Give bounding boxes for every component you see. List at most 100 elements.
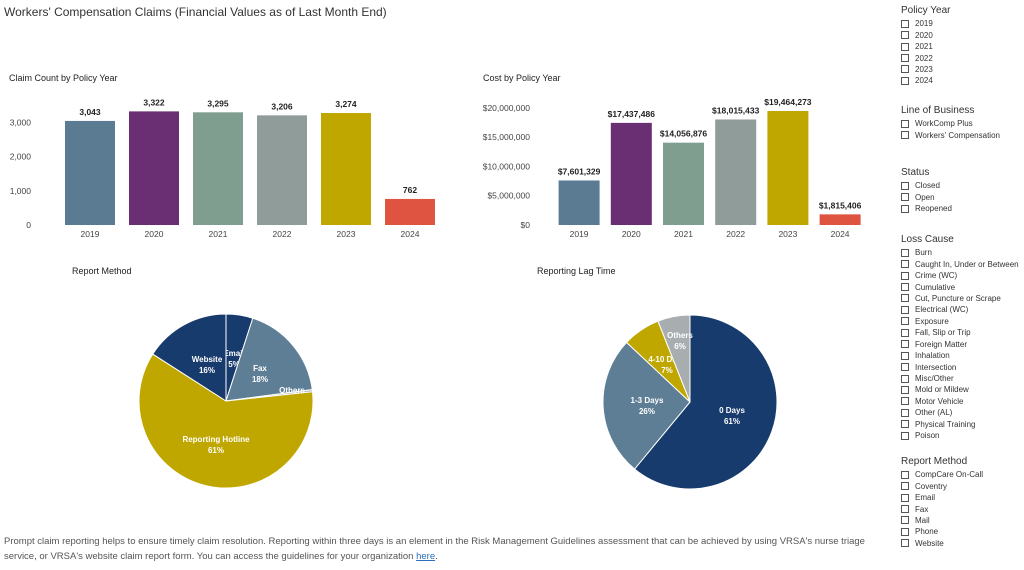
slicer-report-method: Report Method CompCare On-Call Coventry Ema… bbox=[901, 455, 983, 549]
checkbox-icon[interactable] bbox=[901, 340, 909, 349]
slicer-option[interactable]: Coventry bbox=[901, 480, 983, 491]
footnote: Prompt claim reporting helps to ensure t… bbox=[4, 534, 884, 564]
pie-label: Others 6% bbox=[667, 331, 693, 351]
checkbox-icon[interactable] bbox=[901, 119, 909, 128]
checkbox-icon[interactable] bbox=[901, 305, 909, 314]
slicer-option[interactable]: Reopened bbox=[901, 203, 952, 214]
bar-2022[interactable] bbox=[257, 115, 307, 225]
slicer-option[interactable]: Intersection bbox=[901, 361, 1019, 372]
slicer-option-label: Reopened bbox=[915, 204, 952, 214]
slicer-option[interactable]: WorkComp Plus bbox=[901, 118, 1000, 129]
checkbox-icon[interactable] bbox=[901, 283, 909, 292]
slicer-option[interactable]: Misc/Other bbox=[901, 373, 1019, 384]
pie-slice-0-days[interactable] bbox=[633, 314, 778, 490]
checkbox-icon[interactable] bbox=[901, 385, 909, 394]
slicer-option[interactable]: Physical Training bbox=[901, 419, 1019, 430]
bar-2019[interactable] bbox=[558, 180, 600, 225]
slicer-option[interactable]: Workers' Compensation bbox=[901, 129, 1000, 140]
slicer-option[interactable]: Fall, Slip or Trip bbox=[901, 327, 1019, 338]
slicer-option[interactable]: Mold or Mildew bbox=[901, 384, 1019, 395]
bar-2021[interactable] bbox=[193, 112, 243, 225]
checkbox-icon[interactable] bbox=[901, 31, 909, 40]
slicer-option-label: 2019 bbox=[915, 19, 933, 29]
pie-slice-1-3-days[interactable] bbox=[602, 341, 691, 470]
bar-2019[interactable] bbox=[65, 120, 115, 225]
checkbox-icon[interactable] bbox=[901, 493, 909, 502]
slicer-option[interactable]: Email bbox=[901, 492, 983, 503]
bar-2021[interactable] bbox=[663, 142, 704, 225]
pie-slice-others[interactable] bbox=[657, 314, 691, 403]
checkbox-icon[interactable] bbox=[901, 482, 909, 491]
slicer-option[interactable]: 2020 bbox=[901, 29, 950, 40]
checkbox-icon[interactable] bbox=[901, 351, 909, 360]
checkbox-icon[interactable] bbox=[901, 516, 909, 525]
slicer-option[interactable]: Other (AL) bbox=[901, 407, 1019, 418]
slicer-option[interactable]: Poison bbox=[901, 430, 1019, 441]
checkbox-icon[interactable] bbox=[901, 374, 909, 383]
slicer-option[interactable]: 2023 bbox=[901, 64, 950, 75]
checkbox-icon[interactable] bbox=[901, 54, 909, 63]
bar-2024[interactable] bbox=[385, 198, 435, 225]
checkbox-icon[interactable] bbox=[901, 363, 909, 372]
slicer-option-label: Other (AL) bbox=[915, 408, 953, 418]
checkbox-icon[interactable] bbox=[901, 317, 909, 326]
slicer-option[interactable]: Inhalation bbox=[901, 350, 1019, 361]
slicer-option[interactable]: Phone bbox=[901, 526, 983, 537]
slicer-option[interactable]: Motor Vehicle bbox=[901, 396, 1019, 407]
slicer-option[interactable]: Fax bbox=[901, 503, 983, 514]
pie-slice-fax[interactable] bbox=[225, 317, 313, 402]
checkbox-icon[interactable] bbox=[901, 539, 909, 548]
bar-2023[interactable] bbox=[767, 110, 809, 225]
slicer-option[interactable]: Crime (WC) bbox=[901, 270, 1019, 281]
checkbox-icon[interactable] bbox=[901, 131, 909, 140]
checkbox-icon[interactable] bbox=[901, 420, 909, 429]
checkbox-icon[interactable] bbox=[901, 248, 909, 257]
guidelines-link[interactable]: here bbox=[416, 551, 436, 562]
slicer-option[interactable]: Open bbox=[901, 191, 952, 202]
checkbox-icon[interactable] bbox=[901, 431, 909, 440]
slicer-option[interactable]: Burn bbox=[901, 247, 1019, 258]
bar-2024[interactable] bbox=[819, 214, 861, 225]
checkbox-icon[interactable] bbox=[901, 294, 909, 303]
slicer-option-label: 2021 bbox=[915, 42, 933, 52]
checkbox-icon[interactable] bbox=[901, 271, 909, 280]
checkbox-icon[interactable] bbox=[901, 527, 909, 536]
slicer-option[interactable]: Website bbox=[901, 538, 983, 549]
checkbox-icon[interactable] bbox=[901, 193, 909, 202]
slicer-option[interactable]: 2019 bbox=[901, 18, 950, 29]
slicer-option[interactable]: 2022 bbox=[901, 52, 950, 63]
slicer-option[interactable]: Caught In, Under or Between bbox=[901, 258, 1019, 269]
slicer-option[interactable]: Cut, Puncture or Scrape bbox=[901, 293, 1019, 304]
checkbox-icon[interactable] bbox=[901, 408, 909, 417]
slicer-option[interactable]: Cumulative bbox=[901, 281, 1019, 292]
checkbox-icon[interactable] bbox=[901, 328, 909, 337]
data-label-2023: 3,274 bbox=[335, 99, 357, 109]
slicer-option-label: Workers' Compensation bbox=[915, 130, 1000, 140]
pie-slice-reporting-hotline[interactable] bbox=[138, 353, 314, 489]
checkbox-icon[interactable] bbox=[901, 42, 909, 51]
checkbox-icon[interactable] bbox=[901, 19, 909, 28]
checkbox-icon[interactable] bbox=[901, 470, 909, 479]
slicer-option[interactable]: Exposure bbox=[901, 316, 1019, 327]
slicer-option[interactable]: CompCare On-Call bbox=[901, 469, 983, 480]
checkbox-icon[interactable] bbox=[901, 505, 909, 514]
checkbox-icon[interactable] bbox=[901, 204, 909, 213]
checkbox-icon[interactable] bbox=[901, 65, 909, 74]
slicer-option[interactable]: Electrical (WC) bbox=[901, 304, 1019, 315]
slicer-option[interactable]: 2024 bbox=[901, 75, 950, 86]
bar-2023[interactable] bbox=[321, 113, 371, 225]
slicer-option[interactable]: 2021 bbox=[901, 41, 950, 52]
bar-2020[interactable] bbox=[129, 111, 179, 225]
slicer-option[interactable]: Mail bbox=[901, 515, 983, 526]
checkbox-icon[interactable] bbox=[901, 76, 909, 85]
checkbox-icon[interactable] bbox=[901, 397, 909, 406]
slicer-option[interactable]: Closed bbox=[901, 180, 952, 191]
y-tick-label: $20,000,000 bbox=[483, 103, 531, 113]
data-label-2022: 3,206 bbox=[271, 101, 293, 111]
checkbox-icon[interactable] bbox=[901, 260, 909, 269]
slicer-option[interactable]: Foreign Matter bbox=[901, 339, 1019, 350]
checkbox-icon[interactable] bbox=[901, 181, 909, 190]
bar-2022[interactable] bbox=[715, 119, 757, 225]
bar-2020[interactable] bbox=[610, 122, 652, 225]
pie-slice-website[interactable] bbox=[152, 313, 227, 402]
